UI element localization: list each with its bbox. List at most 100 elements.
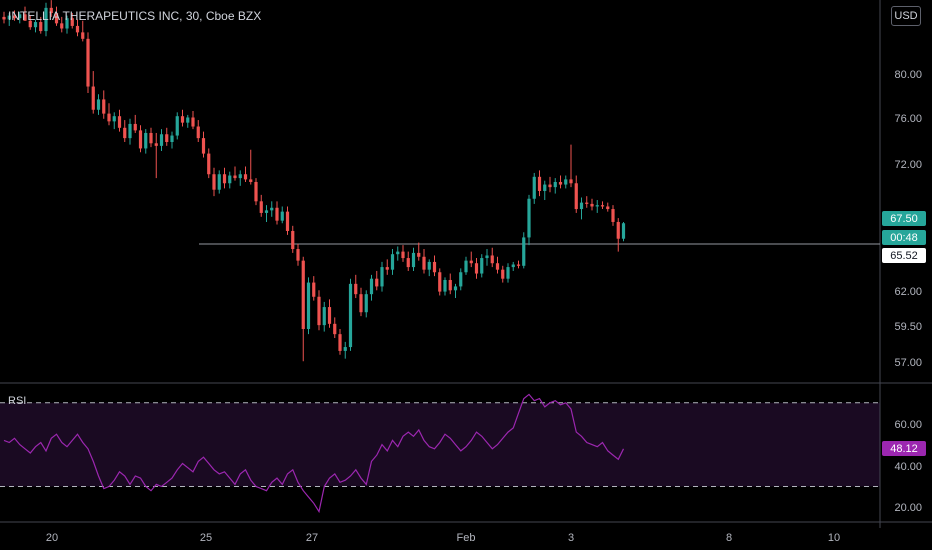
candle-body[interactable] <box>590 203 594 207</box>
candle-body[interactable] <box>233 175 237 179</box>
candle-body[interactable] <box>343 347 347 351</box>
time-axis[interactable]: 20 25 27 Feb 3 8 10 <box>46 532 840 544</box>
candle-body[interactable] <box>443 279 447 292</box>
candle-body[interactable] <box>390 254 395 270</box>
candle-body[interactable] <box>91 86 95 110</box>
candle-body[interactable] <box>228 175 232 184</box>
currency-button[interactable]: USD <box>891 6 921 26</box>
candle-body[interactable] <box>532 176 536 199</box>
candle-body[interactable] <box>396 251 400 255</box>
candle-body[interactable] <box>338 334 342 351</box>
candle-body[interactable] <box>65 18 69 29</box>
candle-body[interactable] <box>107 113 111 122</box>
candle-body[interactable] <box>201 138 206 154</box>
candle-body[interactable] <box>364 294 368 313</box>
candle-body[interactable] <box>138 130 143 149</box>
candle-body[interactable] <box>317 296 321 326</box>
candle-body[interactable] <box>96 99 101 110</box>
rsi-axis[interactable]: 60.00 40.00 20.00 <box>894 419 922 514</box>
candle-body[interactable] <box>485 255 489 259</box>
candle-body[interactable] <box>480 258 484 274</box>
candle-body[interactable] <box>543 184 547 191</box>
candle-body[interactable] <box>23 14 27 21</box>
candle-body[interactable] <box>243 174 248 180</box>
candle-body[interactable] <box>149 132 153 144</box>
candle-body[interactable] <box>621 223 626 239</box>
candle-body[interactable] <box>427 261 431 270</box>
candle-body[interactable] <box>585 202 589 204</box>
candle-body[interactable] <box>306 282 311 329</box>
candle-body[interactable] <box>238 174 242 179</box>
candle-body[interactable] <box>39 22 43 32</box>
candle-body[interactable] <box>144 132 148 149</box>
candle-body[interactable] <box>359 294 363 313</box>
candle-body[interactable] <box>574 183 578 210</box>
candle-body[interactable] <box>270 207 274 211</box>
candle-body[interactable] <box>7 15 11 20</box>
candle-body[interactable] <box>438 272 442 292</box>
candle-body[interactable] <box>322 307 326 326</box>
candle-body[interactable] <box>558 181 563 185</box>
candle-body[interactable] <box>259 201 263 213</box>
candle-body[interactable] <box>611 209 615 222</box>
candle-body[interactable] <box>569 179 573 184</box>
candle-body[interactable] <box>459 272 463 287</box>
candle-body[interactable] <box>348 283 353 348</box>
candle-body[interactable] <box>464 260 468 273</box>
candle-body[interactable] <box>180 116 185 123</box>
candle-body[interactable] <box>369 278 374 295</box>
candle-body[interactable] <box>196 126 200 139</box>
candle-body[interactable] <box>495 263 500 270</box>
candle-body[interactable] <box>522 237 526 266</box>
candle-body[interactable] <box>469 260 473 264</box>
candle-body[interactable] <box>312 282 316 297</box>
candle-body[interactable] <box>422 256 426 270</box>
candle-body[interactable] <box>154 143 158 146</box>
candle-body[interactable] <box>75 25 80 33</box>
candle-body[interactable] <box>579 202 584 210</box>
candle-body[interactable] <box>527 198 531 238</box>
candle-body[interactable] <box>49 7 53 14</box>
candle-body[interactable] <box>327 307 332 324</box>
candle-body[interactable] <box>375 278 379 287</box>
candle-body[interactable] <box>44 7 48 32</box>
candle-body[interactable] <box>254 181 258 202</box>
candle-body[interactable] <box>33 22 38 28</box>
candle-body[interactable] <box>432 261 437 273</box>
candle-body[interactable] <box>511 264 515 268</box>
candle-body[interactable] <box>2 16 6 20</box>
candle-body[interactable] <box>159 134 164 146</box>
candle-body[interactable] <box>18 14 22 19</box>
candle-body[interactable] <box>81 32 85 39</box>
candle-body[interactable] <box>128 123 132 139</box>
candle-body[interactable] <box>12 15 17 19</box>
candle-body[interactable] <box>86 38 90 87</box>
candle-body[interactable] <box>291 230 295 250</box>
candle-body[interactable] <box>401 251 405 259</box>
candle-body[interactable] <box>616 221 620 239</box>
candle-body[interactable] <box>212 174 216 190</box>
candle-body[interactable] <box>165 134 169 142</box>
candle-body[interactable] <box>301 260 305 329</box>
candle-body[interactable] <box>411 252 416 268</box>
candle-body[interactable] <box>191 117 195 127</box>
candle-body[interactable] <box>354 283 358 295</box>
candle-body[interactable] <box>501 269 505 279</box>
candle-body[interactable] <box>102 99 106 114</box>
candle-body[interactable] <box>264 210 269 213</box>
candle-body[interactable] <box>280 211 284 221</box>
candle-body[interactable] <box>54 13 59 24</box>
candle-body[interactable] <box>600 205 605 207</box>
candle-body[interactable] <box>117 116 122 128</box>
candle-body[interactable] <box>249 179 253 182</box>
candle-body[interactable] <box>333 323 337 335</box>
candle-body[interactable] <box>170 135 174 142</box>
candle-body[interactable] <box>595 205 599 207</box>
candle-body[interactable] <box>537 176 542 191</box>
candle-body[interactable] <box>123 127 127 139</box>
candle-body[interactable] <box>385 267 389 270</box>
candle-body[interactable] <box>217 174 221 190</box>
candle-body[interactable] <box>70 18 74 26</box>
candle-body[interactable] <box>553 181 557 188</box>
candle-body[interactable] <box>490 255 494 264</box>
